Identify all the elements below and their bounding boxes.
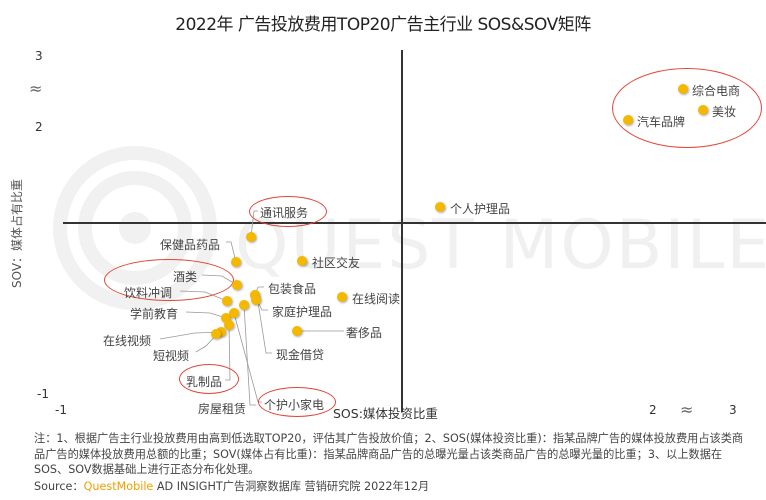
highlight-ellipse-top-right <box>612 68 762 148</box>
chart-title: 2022年 广告投放费用TOP20广告主行业 SOS&SOV矩阵 <box>175 15 591 35</box>
point-label: 个护小家电 <box>264 398 325 412</box>
data-point-preschool[interactable] <box>221 313 231 323</box>
svg-text:QUEST MOBILE: QUEST MOBILE <box>235 206 766 285</box>
point-label: 酒类 <box>173 270 198 284</box>
data-point-appliance[interactable] <box>229 308 239 318</box>
point-label: 包装食品 <box>268 282 317 296</box>
data-point-liquor[interactable] <box>232 280 242 290</box>
data-point-online-reading[interactable] <box>337 292 347 302</box>
point-label: 保健品药品 <box>160 238 221 252</box>
data-point-dairy[interactable] <box>224 320 234 330</box>
data-point-rental[interactable] <box>239 300 249 310</box>
source-rest: AD INSIGHT广告洞察数据库 营销研究院 2022年12月 <box>153 480 430 493</box>
highlight-ellipse-dairy <box>179 364 239 394</box>
footnote: 注：1、根据广告主行业投放费用由高到低选取TOP20，评估其广告投放价值；2、S… <box>34 432 744 476</box>
data-point-personal-care[interactable] <box>435 202 445 212</box>
x-tick-neg1: -1 <box>55 403 67 417</box>
source-prefix: Source： <box>34 480 84 493</box>
point-label: 美妆 <box>712 105 737 119</box>
point-label: 汽车品牌 <box>637 115 686 129</box>
y-tick-3: 3 <box>35 49 43 63</box>
point-label: 奢侈品 <box>346 326 383 340</box>
y-axis-break-icon: ≈ <box>29 79 43 98</box>
point-label: 社区交友 <box>312 256 361 270</box>
point-label: 个人护理品 <box>450 202 511 216</box>
y-tick-neg1: -1 <box>37 387 49 401</box>
x-tick-2: 2 <box>649 403 657 417</box>
point-label: 短视频 <box>153 349 190 363</box>
data-point-online-video[interactable] <box>216 327 226 337</box>
x-axis-break-icon: ≈ <box>680 400 694 419</box>
data-point-short-video[interactable] <box>211 329 221 339</box>
data-point-beverages[interactable] <box>222 296 232 306</box>
source-line: Source：QuestMobile AD INSIGHT广告洞察数据库 营销研… <box>34 478 429 494</box>
y-tick-2: 2 <box>35 120 43 134</box>
source-brand: QuestMobile <box>83 480 154 493</box>
x-axis-label: SOS:媒体投资比重 <box>333 406 438 421</box>
point-label: 综合电商 <box>692 84 741 98</box>
highlight-ellipse-telecom <box>249 196 327 227</box>
y-axis-line <box>401 50 403 412</box>
point-label: 饮料冲调 <box>124 286 173 300</box>
data-point-telecom[interactable] <box>246 232 256 242</box>
point-label: 现金借贷 <box>276 348 325 362</box>
point-label: 在线阅读 <box>352 292 401 306</box>
highlight-ellipse-appliance <box>258 387 336 417</box>
data-point-ecommerce[interactable] <box>678 84 688 94</box>
data-point-social[interactable] <box>297 256 307 266</box>
point-label: 学前教育 <box>130 307 179 321</box>
point-label: 通讯服务 <box>260 206 309 220</box>
data-point-luxury[interactable] <box>292 326 302 336</box>
point-label: 乳制品 <box>186 375 223 389</box>
data-point-health[interactable] <box>231 257 241 267</box>
data-point-auto[interactable] <box>623 115 633 125</box>
x-tick-3: 3 <box>729 403 737 417</box>
point-label: 家庭护理品 <box>272 305 333 319</box>
point-label: 在线视频 <box>103 334 152 348</box>
data-point-cosmetics[interactable] <box>698 105 708 115</box>
point-label: 房屋租赁 <box>198 402 247 416</box>
x-axis-line <box>63 222 766 224</box>
data-point-household-care[interactable] <box>251 295 261 305</box>
